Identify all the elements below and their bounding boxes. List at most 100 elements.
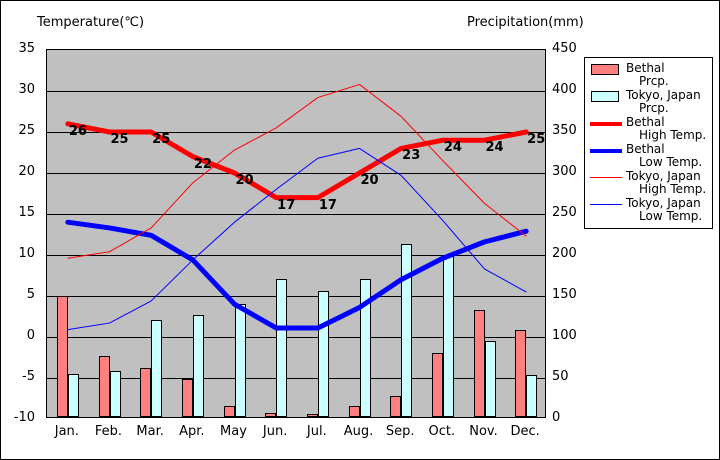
data-label: 24: [443, 140, 462, 156]
precipitation-bar: [181, 379, 193, 417]
precipitation-bar: [317, 290, 329, 417]
data-label: 17: [277, 197, 296, 213]
data-label: 25: [527, 132, 546, 147]
legend-symbol-icon: [589, 170, 623, 185]
precipitation-bar: [431, 353, 443, 417]
legend-label: Bethal High Temp.: [626, 115, 707, 142]
legend-symbol-icon: [589, 89, 623, 104]
gridline: [47, 337, 545, 338]
month-label: Feb.: [94, 424, 123, 439]
legend-tokyo-prcp[interactable]: Tokyo, Japan Prcp.: [589, 89, 709, 115]
precipitation-bar: [223, 405, 235, 417]
right-tick-label: 300: [552, 164, 577, 179]
precipitation-bar: [348, 406, 360, 417]
month-label: Jun.: [262, 424, 288, 439]
month-label: Aug.: [343, 424, 374, 439]
left-tick-label: 30: [18, 82, 35, 97]
precipitation-bar: [306, 413, 318, 417]
plot-area: [46, 49, 546, 418]
data-label: 22: [193, 156, 212, 172]
month-label: Jan.: [54, 424, 79, 439]
precipitation-bar: [473, 310, 485, 417]
gridline: [47, 132, 545, 133]
precipitation-bar: [192, 314, 204, 417]
data-label: 24: [485, 140, 504, 156]
data-label: 20: [360, 173, 379, 188]
left-tick-label: 35: [18, 41, 35, 56]
left-tick-label: 20: [18, 164, 35, 179]
left-tick-label: 0: [26, 328, 35, 343]
month-label: Apr.: [179, 424, 205, 439]
temperature-line: [67, 83, 527, 259]
month-label: Nov.: [469, 424, 498, 439]
legend-symbol-icon: [589, 143, 623, 158]
gridline: [47, 214, 545, 215]
temperature-lines: [65, 83, 529, 331]
precipitation-bar: [67, 374, 79, 417]
month-label: Jul.: [306, 424, 327, 439]
legend-bethal-low[interactable]: Bethal Low Temp.: [589, 143, 709, 169]
left-tick-label: 5: [26, 287, 35, 302]
left-tick-label: -5: [22, 369, 35, 384]
gridline: [47, 378, 545, 379]
data-label: 25: [110, 132, 129, 147]
legend-symbol-icon: [589, 197, 623, 212]
precipitation-bar: [390, 395, 402, 417]
month-label: Oct.: [428, 424, 456, 439]
precipitation-bar: [401, 243, 413, 417]
legend: Bethal Prcp. Tokyo, Japan Prcp. Bethal High T…: [584, 57, 713, 229]
gridline: [47, 173, 545, 174]
legend-label: Tokyo, Japan Low Temp.: [626, 196, 703, 223]
gridline: [47, 255, 545, 256]
data-label: 17: [318, 197, 337, 213]
month-label: May: [220, 424, 247, 439]
right-tick-label: 0: [552, 410, 561, 425]
precipitation-bar: [526, 375, 538, 417]
right-tick-label: 450: [552, 41, 577, 56]
right-tick-label: 150: [552, 287, 577, 302]
data-label: 26: [68, 123, 87, 139]
temperature-line: [65, 121, 529, 201]
legend-label: Bethal Low Temp.: [626, 142, 703, 169]
left-tick-label: -10: [13, 410, 35, 425]
gridline: [47, 91, 545, 92]
precipitation-bar: [276, 279, 288, 417]
precipitation-bar: [98, 355, 110, 417]
precipitation-bar: [265, 412, 277, 417]
month-label: Sep.: [385, 424, 415, 439]
precipitation-axis-title: Precipitation(mm): [467, 15, 584, 30]
precipitation-bar: [151, 320, 163, 417]
legend-label: Tokyo, Japan Prcp.: [626, 88, 701, 115]
legend-tokyo-high[interactable]: Tokyo, Japan High Temp.: [589, 170, 709, 196]
temperature-line: [67, 147, 527, 331]
precipitation-bar: [56, 296, 68, 417]
right-tick-label: 200: [552, 246, 577, 261]
left-tick-label: 15: [18, 205, 35, 220]
precipitation-bar: [109, 371, 121, 417]
data-label: 25: [152, 132, 171, 147]
legend-bethal-high[interactable]: Bethal High Temp.: [589, 116, 709, 142]
right-tick-label: 50: [552, 369, 569, 384]
temperature-line: [65, 219, 529, 331]
right-tick-label: 350: [552, 123, 577, 138]
month-label: Mar.: [136, 424, 164, 439]
data-label: 20: [235, 173, 254, 188]
gridline: [47, 296, 545, 297]
legend-bethal-prcp[interactable]: Bethal Prcp.: [589, 62, 709, 88]
data-label: 23: [402, 148, 421, 164]
right-tick-label: 250: [552, 205, 577, 220]
legend-symbol-icon: [589, 62, 623, 77]
precipitation-bar: [359, 279, 371, 417]
temperature-axis-title: Temperature(℃): [37, 15, 145, 30]
precipitation-bar: [234, 303, 246, 417]
legend-tokyo-low[interactable]: Tokyo, Japan Low Temp.: [589, 197, 709, 223]
legend-label: Tokyo, Japan High Temp.: [626, 169, 707, 196]
legend-symbol-icon: [589, 116, 623, 131]
precipitation-bar: [140, 367, 152, 417]
month-label: Dec.: [510, 424, 540, 439]
legend-label: Bethal Prcp.: [626, 61, 669, 88]
left-tick-label: 25: [18, 123, 35, 138]
left-tick-label: 10: [18, 246, 35, 261]
right-tick-label: 100: [552, 328, 577, 343]
